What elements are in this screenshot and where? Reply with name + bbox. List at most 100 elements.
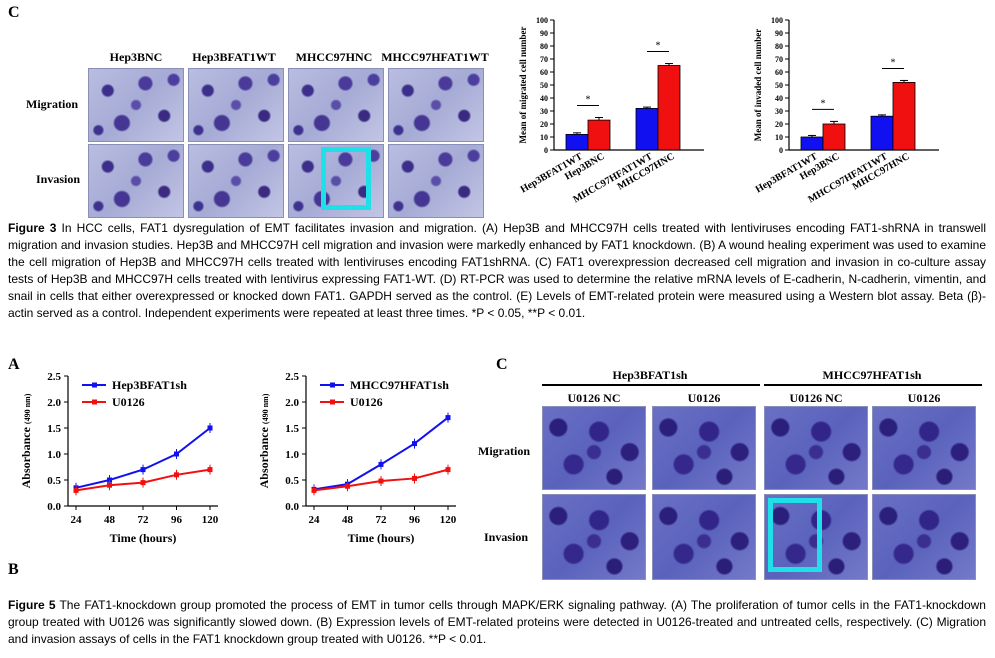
legend-marker bbox=[92, 382, 97, 388]
fig3-row-label-invasion: Invasion bbox=[36, 172, 81, 186]
fig5-col-label-4: U0126 bbox=[907, 391, 941, 405]
fig3-col-label-4: MHCC97HFAT1WT bbox=[381, 50, 489, 64]
line-y-tick-label: 2.0 bbox=[285, 397, 299, 409]
fig5-micrograph-invasion-1 bbox=[542, 494, 646, 580]
line-y-tick-label: 1.0 bbox=[47, 449, 61, 461]
bar-y-tick-label: 60 bbox=[775, 68, 783, 77]
bar-y-tick-label: 80 bbox=[775, 42, 783, 51]
line-point bbox=[107, 477, 112, 483]
line-y-tick-label: 2.5 bbox=[285, 371, 299, 383]
line-y-tick-label: 2.5 bbox=[47, 371, 61, 383]
line-x-tick-label: 24 bbox=[71, 514, 83, 526]
line-y-tick-label: 1.5 bbox=[47, 423, 61, 435]
bar-y-tick-label: 50 bbox=[775, 81, 783, 90]
bar-y-tick-label: 40 bbox=[775, 94, 783, 103]
fig5-col-label-1: U0126 NC bbox=[567, 391, 621, 405]
fig5-caption-text: The FAT1-knockdown group promoted the pr… bbox=[8, 598, 986, 646]
line-point bbox=[445, 415, 451, 421]
fig5-row-label-invasion: Invasion bbox=[484, 530, 529, 544]
line-point bbox=[378, 461, 384, 467]
bar-y-tick-label: 80 bbox=[540, 42, 548, 51]
fig5-micrograph-migration-3 bbox=[764, 406, 868, 490]
significance-star: * bbox=[891, 57, 896, 68]
bar-chart-invaded: 0 10 20 30 40 50 60 70 80 90 100 Mean of invaded ce… bbox=[753, 16, 939, 205]
bar bbox=[892, 82, 916, 151]
fig5-group-line-1 bbox=[542, 384, 760, 386]
fig3-micrograph-invasion-1 bbox=[88, 144, 184, 218]
fig5-micrograph-migration-2 bbox=[652, 406, 756, 490]
significance-star: * bbox=[656, 41, 661, 52]
legend-label: U0126 bbox=[350, 395, 383, 409]
line-x-tick-label: 48 bbox=[342, 514, 354, 526]
bar-y-tick-label: 20 bbox=[775, 120, 783, 129]
fig3-row-label-migration: Migration bbox=[26, 97, 78, 111]
line-point bbox=[412, 441, 417, 447]
line-y-tick-label: 1.0 bbox=[285, 449, 299, 461]
line-point bbox=[73, 487, 79, 493]
line-point bbox=[378, 478, 384, 484]
line-x-tick-label: 120 bbox=[440, 514, 457, 526]
fig5-col-label-2: U0126 bbox=[687, 391, 721, 405]
fig5-group-label-1: Hep3BFAT1sh bbox=[612, 368, 688, 382]
line-point bbox=[445, 467, 451, 473]
bar-y-tick-label: 50 bbox=[540, 81, 548, 90]
fig3-caption: Figure 3 In HCC cells, FAT1 dysregulatio… bbox=[8, 220, 986, 322]
line-x-tick-label: 48 bbox=[104, 514, 116, 526]
line-point bbox=[311, 487, 317, 493]
line-point bbox=[140, 467, 146, 473]
line-x-tick-label: 120 bbox=[202, 514, 219, 526]
legend-marker bbox=[92, 399, 97, 405]
significance-star: * bbox=[821, 98, 826, 109]
bar bbox=[822, 123, 846, 151]
bar-y-tick-label: 10 bbox=[775, 133, 783, 142]
fig3-col-label-2: Hep3BFAT1WT bbox=[192, 50, 276, 64]
line-x-tick-label: 72 bbox=[138, 514, 150, 526]
bar-y-axis-label: Mean of migrated cell number bbox=[518, 27, 528, 144]
fig3-col-label-1: Hep3BNC bbox=[109, 50, 163, 64]
line-point bbox=[174, 472, 179, 478]
line-y-axis-label-main: Absorbance bbox=[19, 424, 33, 488]
fig5-group-line-2 bbox=[764, 384, 982, 386]
bar-y-tick-label: 30 bbox=[775, 107, 783, 116]
fig3-micrograph-migration-2 bbox=[188, 68, 284, 142]
fig5-micrograph-invasion-2 bbox=[652, 494, 756, 580]
bar-y-tick-label: 20 bbox=[540, 120, 548, 129]
line-chart-hep3b: 0.0 0.5 1.0 1.5 2.0 2.5 24 48 72 96 120 Time (hours… bbox=[19, 371, 219, 545]
line-y-tick-label: 0.0 bbox=[47, 501, 61, 513]
bar bbox=[635, 108, 659, 151]
fig5-micrograph-migration-4 bbox=[872, 406, 976, 490]
line-point bbox=[412, 475, 417, 481]
bar-y-tick-label: 30 bbox=[540, 107, 548, 116]
line-point bbox=[140, 480, 146, 486]
line-y-axis-label-main: Absorbance bbox=[257, 424, 271, 488]
fig3-micrograph-migration-3 bbox=[288, 68, 384, 142]
bar-y-tick-label: 70 bbox=[775, 55, 783, 64]
line-chart-mhcc97h: 0.0 0.5 1.0 1.5 2.0 2.5 24 48 72 96 120 Time (hours… bbox=[257, 371, 457, 545]
fig5-micrograph-invasion-3 bbox=[764, 494, 868, 580]
fig5-highlight-box bbox=[768, 498, 822, 572]
significance-star: * bbox=[586, 95, 591, 106]
fig3-caption-text: In HCC cells, FAT1 dysregulation of EMT … bbox=[8, 221, 986, 320]
bar-y-tick-label: 60 bbox=[540, 68, 548, 77]
fig3-micrograph-migration-4 bbox=[388, 68, 484, 142]
line-y-axis-label-unit: (490 nm) bbox=[23, 393, 32, 424]
fig5-panel-a: A bbox=[8, 356, 20, 373]
bar-y-tick-label: 90 bbox=[540, 29, 548, 38]
fig5-col-label-3: U0126 NC bbox=[789, 391, 843, 405]
line-x-tick-label: 96 bbox=[409, 514, 421, 526]
fig5-micrograph-migration-1 bbox=[542, 406, 646, 490]
fig3-micrograph-migration-1 bbox=[88, 68, 184, 142]
bar bbox=[657, 65, 681, 151]
line-y-tick-label: 0.0 bbox=[285, 501, 299, 513]
line-point bbox=[107, 482, 112, 488]
line-point bbox=[345, 483, 350, 489]
fig5-caption-label: Figure 5 bbox=[8, 598, 56, 612]
bar-y-tick-label: 40 bbox=[540, 94, 548, 103]
bar-y-tick-label: 100 bbox=[536, 16, 548, 25]
bar-y-tick-label: 0 bbox=[544, 146, 548, 155]
line-y-tick-label: 1.5 bbox=[285, 423, 299, 435]
line-x-tick-label: 72 bbox=[376, 514, 388, 526]
bar bbox=[870, 115, 894, 151]
bar bbox=[565, 134, 589, 151]
line-x-axis-label: Time (hours) bbox=[110, 531, 177, 545]
